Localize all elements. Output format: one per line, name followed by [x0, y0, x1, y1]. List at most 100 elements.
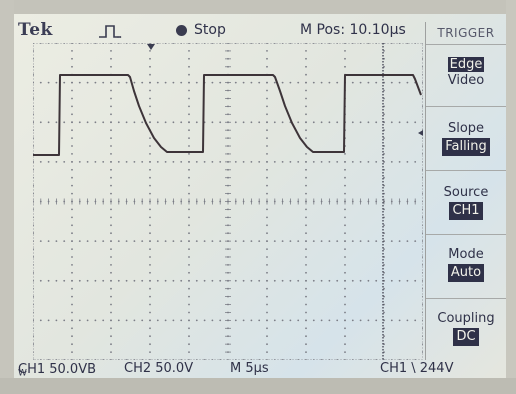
- graticule-dot: [188, 161, 190, 163]
- graticule-dot: [47, 161, 50, 163]
- graticule-dot: [383, 335, 385, 338]
- graticule-dot: [117, 121, 120, 124]
- graticule-dot: [195, 81, 198, 84]
- mode-button[interactable]: Mode Auto: [426, 234, 506, 297]
- graticule-dot: [188, 43, 190, 44]
- graticule-dot: [188, 105, 190, 108]
- graticule-dot: [266, 113, 268, 116]
- bezel-right: [506, 0, 516, 394]
- graticule-dot: [86, 161, 89, 163]
- graticule-dot: [188, 184, 190, 187]
- graticule-dot: [110, 303, 112, 306]
- horizontal-position-readout: M Pos: 10.10µs: [300, 22, 406, 38]
- graticule-dot: [242, 240, 245, 243]
- graticule-dot: [266, 65, 268, 68]
- graticule-dot: [289, 43, 292, 44]
- graticule-dot: [211, 240, 214, 243]
- graticule-dot: [336, 81, 339, 84]
- graticule-dot: [149, 216, 151, 219]
- graticule-dot: [234, 240, 237, 243]
- graticule-dot: [149, 319, 151, 322]
- graticule-dot: [195, 319, 198, 322]
- graticule-dot: [266, 192, 268, 195]
- slope-button[interactable]: Slope Falling: [426, 106, 506, 169]
- graticule-dot: [71, 319, 73, 322]
- graticule-dot: [33, 359, 34, 360]
- graticule-dot: [351, 81, 354, 84]
- graticule-dot: [406, 81, 409, 84]
- coupling-button[interactable]: Coupling DC: [426, 298, 506, 359]
- graticule-dot: [344, 65, 346, 68]
- graticule-dot: [133, 121, 136, 124]
- graticule-dot: [47, 319, 50, 322]
- graticule-dot: [312, 161, 315, 163]
- graticule-dot: [367, 81, 370, 84]
- graticule-dot: [390, 81, 393, 84]
- graticule-dot: [312, 240, 315, 243]
- graticule-dot: [188, 359, 190, 360]
- graticule-dot: [47, 359, 50, 360]
- trigger-type-edge: Edge: [447, 57, 485, 72]
- graticule-dot: [203, 161, 206, 163]
- graticule-dot: [266, 50, 268, 52]
- graticule-dot: [211, 279, 214, 282]
- graticule-dot: [305, 168, 307, 171]
- graticule-dot: [250, 161, 253, 163]
- graticule-dot: [188, 113, 190, 116]
- graticule-dot: [110, 184, 112, 187]
- graticule-dot: [367, 43, 370, 44]
- graticule-dot: [71, 105, 73, 108]
- graticule-dot: [149, 208, 151, 211]
- graticule-dot: [219, 121, 222, 124]
- graticule-dot: [149, 335, 151, 338]
- graticule-dot: [149, 184, 151, 187]
- trigger-type-button[interactable]: Edge Video: [426, 44, 506, 105]
- graticule-dot: [110, 145, 112, 147]
- graticule-dot: [344, 295, 346, 298]
- graticule-dot: [344, 248, 346, 251]
- graticule-dot: [149, 279, 151, 282]
- graticule-dot: [422, 327, 423, 330]
- graticule-dot: [133, 81, 136, 84]
- graticule-dot: [149, 50, 151, 52]
- graticule-dot: [188, 57, 190, 60]
- graticule-dot: [297, 81, 300, 84]
- graticule-dot: [33, 121, 34, 124]
- graticule-dot: [110, 264, 112, 266]
- graticule-dot: [266, 319, 268, 322]
- graticule-dot: [359, 359, 362, 360]
- slope-label: Slope: [447, 121, 485, 136]
- bezel-left: [0, 0, 14, 394]
- trigger-state-icon: [99, 25, 122, 38]
- graticule-dot: [71, 224, 73, 227]
- graticule-dot: [63, 319, 66, 322]
- graticule-dot: [164, 81, 167, 84]
- graticule-dot: [344, 216, 346, 219]
- graticule-dot: [359, 81, 362, 84]
- graticule-dot: [110, 176, 112, 179]
- graticule-dot: [33, 208, 34, 211]
- graticule-dot: [344, 43, 346, 44]
- graticule-dot: [390, 319, 393, 322]
- graticule-dot: [78, 319, 81, 322]
- trigger-type-video: Video: [447, 73, 485, 88]
- graticule-dot: [375, 319, 378, 322]
- graticule-dot: [33, 184, 34, 187]
- graticule-dot: [172, 279, 175, 282]
- graticule-dot: [305, 335, 307, 338]
- graticule-dot: [71, 137, 73, 139]
- graticule-dot: [266, 184, 268, 187]
- graticule-dot: [156, 121, 159, 124]
- graticule-dot: [305, 248, 307, 251]
- graticule-dot: [110, 65, 112, 68]
- graticule-dot: [149, 311, 151, 314]
- graticule-dot: [351, 319, 354, 322]
- graticule-dot: [164, 279, 167, 282]
- graticule-dot: [149, 161, 151, 163]
- graticule-dot: [398, 161, 401, 163]
- source-button[interactable]: Source CH1: [426, 170, 506, 233]
- graticule-dot: [71, 256, 73, 258]
- graticule-dot: [258, 279, 261, 282]
- graticule-dot: [328, 121, 331, 124]
- trigger-menu-title: TRIGGER: [437, 26, 495, 40]
